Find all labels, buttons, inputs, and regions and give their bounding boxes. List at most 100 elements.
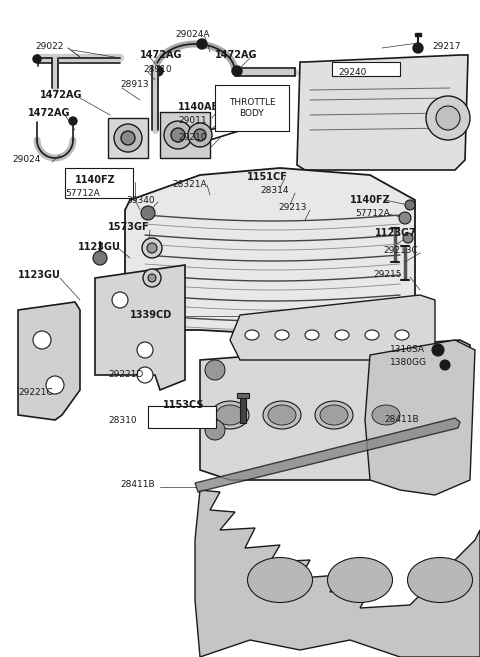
Polygon shape [18, 302, 80, 420]
Circle shape [121, 131, 135, 145]
Circle shape [232, 66, 242, 76]
Text: 29217: 29217 [432, 42, 460, 51]
Circle shape [405, 200, 415, 210]
Text: 29240: 29240 [338, 68, 366, 77]
Polygon shape [365, 340, 475, 495]
Circle shape [432, 344, 444, 356]
Text: 1380GG: 1380GG [390, 358, 427, 367]
Circle shape [143, 269, 161, 287]
Text: 28411B: 28411B [120, 480, 155, 489]
Text: 1140FZ: 1140FZ [75, 175, 116, 185]
Text: 1140FZ: 1140FZ [350, 195, 391, 205]
Circle shape [164, 121, 192, 149]
Text: 1153CS: 1153CS [163, 400, 204, 410]
Circle shape [413, 43, 423, 53]
Text: THROTTLE
BODY: THROTTLE BODY [228, 99, 276, 118]
Circle shape [33, 55, 41, 63]
Circle shape [114, 124, 142, 152]
Ellipse shape [327, 558, 393, 602]
Circle shape [141, 206, 155, 220]
Polygon shape [95, 265, 185, 390]
Text: 29210: 29210 [178, 133, 206, 142]
Ellipse shape [335, 330, 349, 340]
Ellipse shape [305, 330, 319, 340]
Polygon shape [125, 168, 415, 335]
Ellipse shape [408, 558, 472, 602]
Polygon shape [195, 418, 460, 492]
Text: 28310: 28310 [108, 416, 137, 425]
Ellipse shape [372, 405, 400, 425]
Bar [237, 393, 249, 398]
Circle shape [205, 420, 225, 440]
Text: 1472AG: 1472AG [215, 50, 257, 60]
Text: 1339CD: 1339CD [130, 310, 172, 320]
Circle shape [137, 367, 153, 383]
Bar [148, 406, 216, 428]
Bar [332, 62, 400, 76]
Ellipse shape [268, 405, 296, 425]
Circle shape [399, 212, 411, 224]
Circle shape [188, 123, 212, 147]
Text: 29024A: 29024A [175, 30, 209, 39]
Polygon shape [195, 490, 480, 657]
Text: 39340: 39340 [126, 196, 155, 205]
Text: 29215: 29215 [373, 270, 401, 279]
Polygon shape [230, 295, 435, 360]
Text: 1310SA: 1310SA [390, 345, 425, 354]
Circle shape [171, 128, 185, 142]
Circle shape [137, 342, 153, 358]
Text: 1472AG: 1472AG [28, 108, 71, 118]
Circle shape [69, 117, 77, 125]
Text: 28321A: 28321A [172, 180, 206, 189]
Polygon shape [200, 340, 470, 480]
Ellipse shape [315, 401, 353, 429]
Circle shape [148, 274, 156, 282]
Circle shape [205, 360, 225, 380]
Circle shape [153, 66, 163, 76]
Text: 29024: 29024 [12, 155, 40, 164]
Ellipse shape [216, 405, 244, 425]
Circle shape [33, 331, 51, 349]
Circle shape [440, 360, 450, 370]
Ellipse shape [367, 401, 405, 429]
Text: 28314: 28314 [260, 186, 288, 195]
Text: 29221C: 29221C [18, 388, 53, 397]
Polygon shape [160, 112, 210, 158]
Text: 29011: 29011 [178, 116, 206, 125]
Polygon shape [108, 118, 148, 158]
Text: 28913: 28913 [120, 80, 149, 89]
Text: 29213C: 29213C [383, 246, 418, 255]
Text: 57712A: 57712A [355, 209, 390, 218]
Text: 29221D: 29221D [108, 370, 143, 379]
Circle shape [46, 376, 64, 394]
Circle shape [436, 106, 460, 130]
Text: 29213: 29213 [278, 203, 307, 212]
Bar [240, 395, 246, 423]
Text: 1123GU: 1123GU [78, 242, 121, 252]
Circle shape [194, 129, 206, 141]
Text: 57712A: 57712A [65, 189, 100, 198]
Text: 28910: 28910 [143, 65, 172, 74]
Bar [415, 33, 421, 36]
Text: 28411B: 28411B [384, 415, 419, 424]
Text: 1472AG: 1472AG [140, 50, 182, 60]
Circle shape [112, 292, 128, 308]
Ellipse shape [245, 330, 259, 340]
Text: 29022: 29022 [35, 42, 63, 51]
Ellipse shape [211, 401, 249, 429]
Ellipse shape [395, 330, 409, 340]
Circle shape [147, 243, 157, 253]
Circle shape [197, 39, 207, 49]
Text: 1573GF: 1573GF [108, 222, 150, 232]
Polygon shape [297, 55, 468, 170]
Ellipse shape [263, 401, 301, 429]
Ellipse shape [320, 405, 348, 425]
Circle shape [403, 233, 413, 243]
Circle shape [93, 251, 107, 265]
Bar [65, 168, 133, 198]
Ellipse shape [248, 558, 312, 602]
Ellipse shape [275, 330, 289, 340]
Text: 1140AB: 1140AB [178, 102, 220, 112]
Text: 1123G7: 1123G7 [375, 228, 417, 238]
Text: 1472AG: 1472AG [40, 90, 83, 100]
